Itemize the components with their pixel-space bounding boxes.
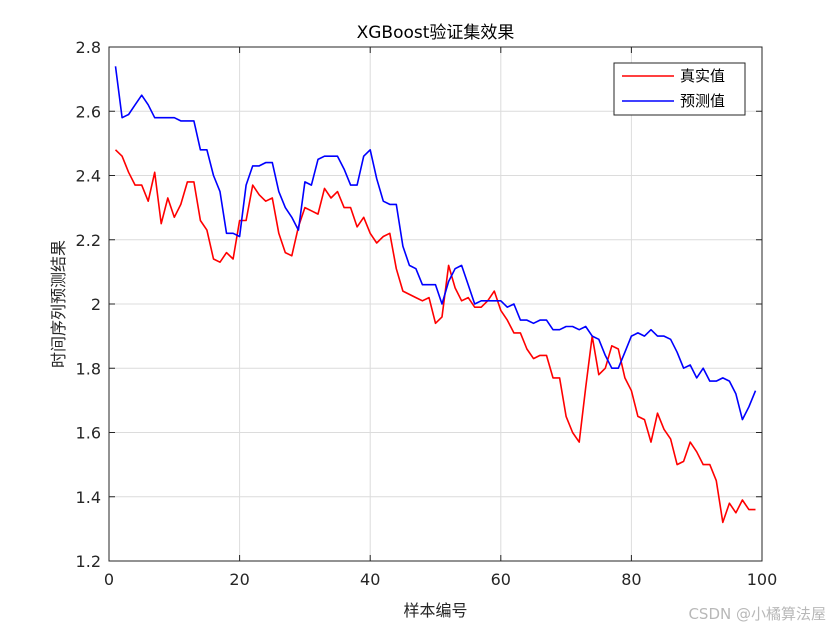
y-tick-label: 2.8 <box>76 38 101 57</box>
x-tick-label: 0 <box>104 570 114 589</box>
y-tick-label: 2.6 <box>76 102 101 121</box>
watermark: CSDN @小橘算法屋 <box>688 605 826 623</box>
legend-label: 真实值 <box>680 67 725 85</box>
y-axis-label: 时间序列预测结果 <box>49 240 68 368</box>
x-tick-label: 100 <box>747 570 778 589</box>
y-tick-label: 1.2 <box>76 552 101 571</box>
x-tick-label: 60 <box>491 570 511 589</box>
axis-ticks: 0 20 40 60 80 100 1.2 1.4 1.6 1.8 2 2.2 2.4 2.6 2.8 <box>76 38 778 589</box>
y-tick-label: 1.4 <box>76 488 101 507</box>
y-tick-label: 2 <box>91 295 101 314</box>
x-tick-label: 80 <box>621 570 641 589</box>
y-tick-label: 2.4 <box>76 167 101 186</box>
legend-box <box>613 62 746 116</box>
x-tick-label: 40 <box>360 570 380 589</box>
x-tick-label: 20 <box>229 570 249 589</box>
y-tick-label: 1.8 <box>76 359 101 378</box>
series-line-1 <box>114 149 756 524</box>
chart-title: XGBoost验证集效果 <box>357 23 515 43</box>
y-tick-label: 2.2 <box>76 231 101 250</box>
x-axis-label: 样本编号 <box>403 601 467 620</box>
y-tick-label: 1.6 <box>76 424 101 443</box>
series-lines <box>114 66 757 524</box>
legend-label: 预测值 <box>680 92 725 110</box>
series-line-2 <box>114 66 757 421</box>
